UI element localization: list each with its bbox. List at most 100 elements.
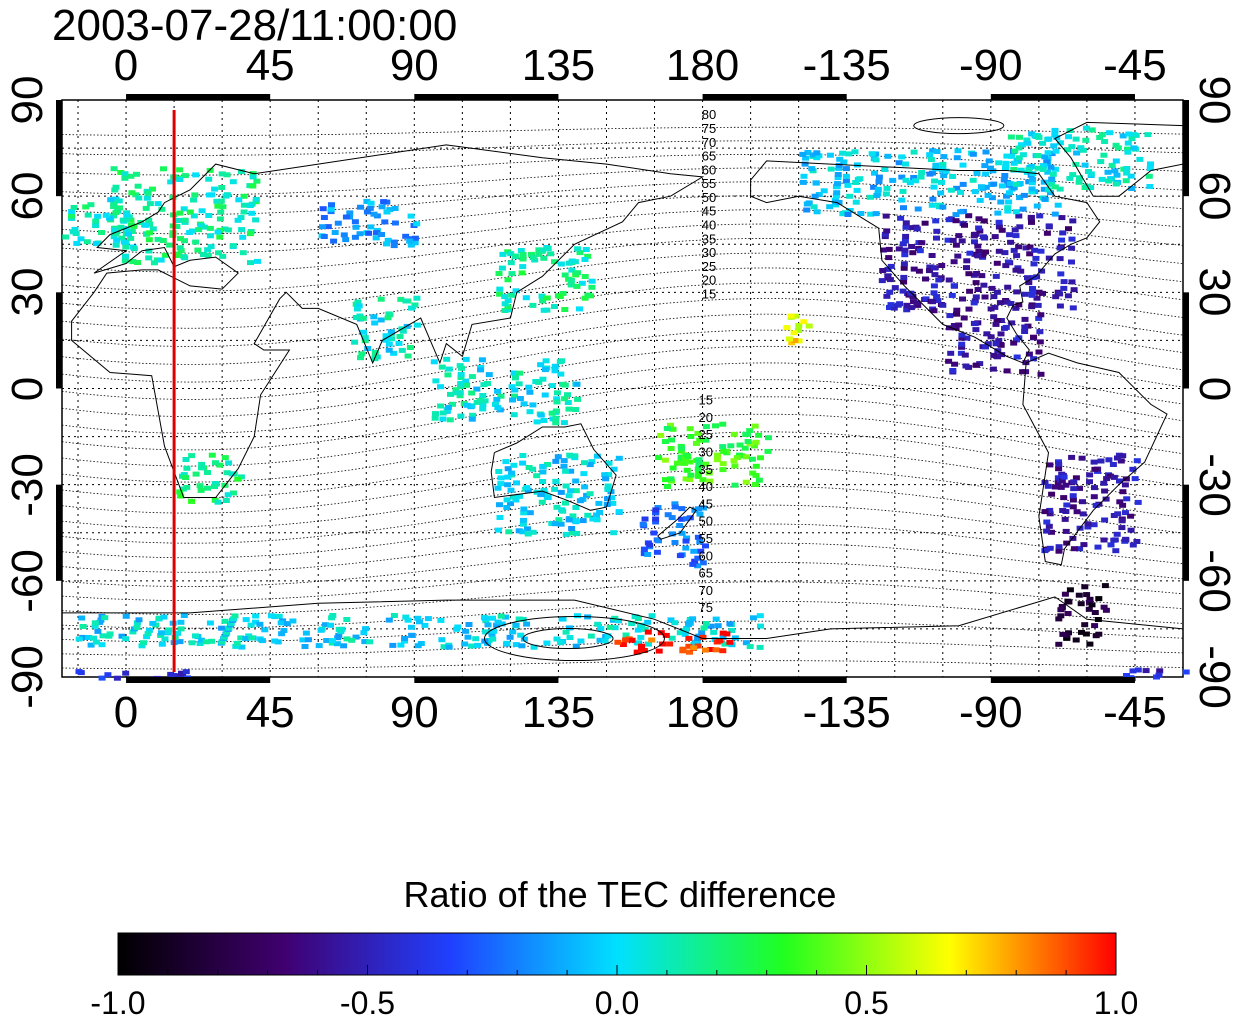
tec-data-point xyxy=(443,356,451,362)
tec-data-point xyxy=(655,648,663,654)
tec-data-point xyxy=(445,644,453,650)
tec-data-point xyxy=(1037,248,1045,254)
tec-data-point xyxy=(1012,233,1020,239)
tec-data-point xyxy=(667,476,675,482)
tec-data-point xyxy=(983,331,991,337)
tec-data-point xyxy=(497,481,505,487)
north-polar-oval xyxy=(913,117,1005,135)
x-top-tick: -90 xyxy=(959,41,1023,90)
tec-data-point xyxy=(378,204,386,210)
tec-data-point xyxy=(504,277,512,283)
magnetic-contour xyxy=(61,581,1184,615)
tec-data-point xyxy=(543,295,551,301)
tec-data-point xyxy=(581,257,589,262)
tec-data-point xyxy=(1034,302,1042,308)
tec-data-point xyxy=(220,634,228,640)
tec-data-point xyxy=(92,639,100,645)
tec-data-point xyxy=(1079,499,1086,505)
tec-data-point xyxy=(107,197,115,203)
tec-data-point xyxy=(134,183,142,189)
tec-data-point xyxy=(1006,181,1014,187)
tec-data-point xyxy=(504,482,512,488)
tec-data-point xyxy=(714,623,722,629)
tec-data-point xyxy=(727,443,735,449)
tec-data-point xyxy=(668,635,676,641)
tec-data-point xyxy=(993,289,1001,295)
tec-data-point xyxy=(897,215,905,221)
tec-data-point xyxy=(611,625,619,631)
tec-data-point xyxy=(194,247,202,253)
y-right-tick: 90 xyxy=(1190,75,1239,125)
tec-data-point xyxy=(604,496,611,502)
tec-data-point xyxy=(544,462,551,467)
tec-data-point xyxy=(538,293,546,299)
tec-data-point xyxy=(1030,356,1038,362)
tec-data-point xyxy=(914,302,922,308)
x-top-tick: 0 xyxy=(113,41,139,90)
tec-data-point xyxy=(197,637,205,643)
tec-data-point xyxy=(1043,528,1051,534)
tec-data-point xyxy=(867,211,875,217)
tec-data-point xyxy=(662,477,669,483)
tec-data-point xyxy=(832,193,840,199)
coastline xyxy=(490,423,617,511)
tec-data-point xyxy=(972,294,980,300)
tec-data-point xyxy=(671,540,679,545)
tec-data-point xyxy=(515,528,523,534)
magnetic-contour xyxy=(61,282,1184,347)
tec-data-point xyxy=(951,361,959,367)
tec-data-point xyxy=(1028,304,1036,310)
tec-data-point xyxy=(237,635,245,641)
tec-data-point xyxy=(961,222,968,228)
tec-data-point xyxy=(229,179,237,185)
tec-data-point xyxy=(519,453,527,458)
tec-data-point xyxy=(498,621,506,627)
tec-data-point xyxy=(1016,181,1024,186)
tec-data-point xyxy=(513,480,520,486)
tec-data-point xyxy=(97,617,105,623)
tec-data-point xyxy=(319,206,327,212)
tec-data-point xyxy=(539,247,547,253)
tec-data-point xyxy=(1094,617,1102,622)
tec-data-point xyxy=(280,628,288,633)
tec-data-point xyxy=(940,173,948,179)
tec-data-point xyxy=(1015,302,1023,308)
tec-data-point xyxy=(356,231,364,237)
tec-data-point xyxy=(645,641,652,647)
tec-data-point xyxy=(564,392,571,398)
tec-data-point xyxy=(581,295,589,301)
tec-data-point xyxy=(112,230,120,236)
tec-data-point xyxy=(1105,457,1113,463)
tec-data-point xyxy=(1050,143,1058,149)
tec-data-point xyxy=(1010,160,1018,166)
y-left-tick: -90 xyxy=(3,645,52,709)
tec-data-point xyxy=(83,239,91,245)
tec-data-point xyxy=(261,627,269,633)
tec-data-point xyxy=(833,190,841,196)
tec-data-point xyxy=(1109,462,1117,467)
tec-data-point xyxy=(138,643,146,649)
tec-data-point xyxy=(694,555,702,561)
tec-data-point xyxy=(474,642,482,648)
tec-data-point xyxy=(440,644,448,650)
tec-data-point xyxy=(661,457,669,463)
tec-data-point xyxy=(1061,516,1069,522)
tec-data-point xyxy=(949,174,957,179)
tec-data-point xyxy=(399,328,407,334)
tec-data-point xyxy=(913,300,921,306)
tec-data-point xyxy=(1008,320,1016,326)
tec-data-point xyxy=(1091,485,1098,491)
tec-data-point xyxy=(997,318,1005,323)
tec-data-point xyxy=(886,305,893,310)
magnetic-contour xyxy=(61,140,1184,156)
tec-data-point xyxy=(228,471,236,477)
tec-data-point xyxy=(489,636,497,642)
tec-data-point xyxy=(158,206,166,212)
y-left-tick: 90 xyxy=(3,75,52,125)
tec-data-point xyxy=(671,504,679,510)
tec-data-point xyxy=(902,224,910,230)
tec-data-point xyxy=(1035,315,1043,321)
tec-data-point xyxy=(1044,150,1052,156)
tec-data-point xyxy=(562,531,570,537)
tec-data-point xyxy=(1038,268,1046,274)
